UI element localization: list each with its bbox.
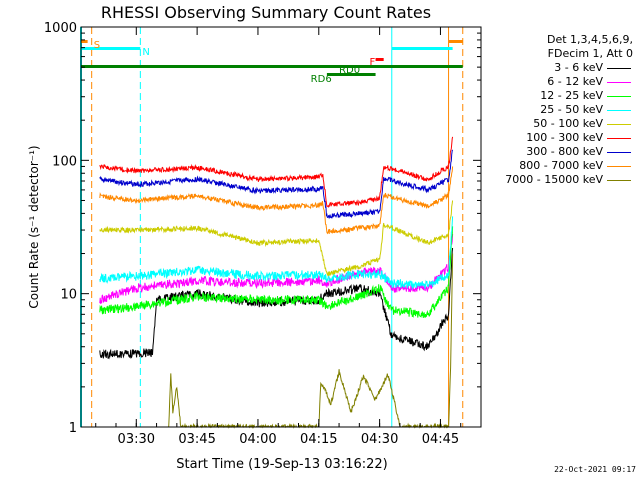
legend-swatch [607, 68, 631, 69]
legend-swatch [607, 180, 631, 181]
plot-frame [80, 26, 482, 428]
legend-swatch [607, 110, 631, 111]
x-tick-label: 03:45 [178, 432, 215, 447]
x-tick-label: 04:15 [300, 432, 337, 447]
legend-item: 25 - 50 keV [481, 103, 633, 117]
y-tick-label: 10 [60, 288, 77, 303]
legend-swatch [607, 166, 631, 167]
flag-bar [326, 73, 376, 76]
flag-label: S [94, 40, 100, 51]
legend-item: 800 - 7000 keV [481, 159, 633, 173]
chart-title: RHESSI Observing Summary Count Rates [101, 3, 431, 22]
y-tick-label: 1 [69, 421, 77, 436]
series-6-12kev [99, 233, 454, 304]
x-tick-label: 03:30 [118, 432, 155, 447]
flag-bar [391, 47, 453, 50]
legend-item: 50 - 100 keV [481, 117, 633, 131]
legend-rows: 3 - 6 keV 6 - 12 keV 12 - 25 keV 25 - 50 ke… [481, 61, 633, 187]
y-axis-label: Count Rate (s⁻¹ detector⁻¹) [27, 145, 41, 308]
y-tick-label: 1000 [44, 21, 77, 36]
series-50-100kev [99, 200, 454, 277]
legend-label: 12 - 25 keV [540, 89, 603, 102]
legend-item: 6 - 12 keV [481, 75, 633, 89]
legend-swatch [607, 152, 631, 153]
x-axis-label: Start Time (19-Sep-13 03:16:22) [176, 457, 387, 472]
flag-bar [81, 65, 463, 68]
legend-item: 3 - 6 keV [481, 61, 633, 75]
legend-label: 6 - 12 keV [547, 75, 603, 88]
x-tick-label: 04:00 [239, 432, 276, 447]
legend-item: 300 - 800 keV [481, 145, 633, 159]
legend-item: 100 - 300 keV [481, 131, 633, 145]
series-100-300kev [99, 136, 454, 208]
legend-swatch [607, 124, 631, 125]
legend-label: 100 - 300 keV [526, 131, 603, 144]
series-300-800kev [99, 149, 454, 220]
flag-label: N [142, 47, 149, 58]
legend-label: 300 - 800 keV [526, 145, 603, 158]
legend: Det 1,3,4,5,6,9, FDecim 1, Att 0 3 - 6 k… [481, 33, 633, 187]
series-800-7000kev [99, 166, 454, 235]
legend-header-2: FDecim 1, Att 0 [547, 47, 633, 60]
x-tick-label: 04:45 [422, 432, 459, 447]
legend-item: 7000 - 15000 keV [481, 173, 633, 187]
series-25-50kev [99, 216, 454, 291]
flag-label: F [369, 57, 375, 68]
series-layer [99, 136, 454, 429]
background-markers: S N RD0 RD6 F [80, 27, 464, 427]
legend-swatch [607, 138, 631, 139]
legend-label: 7000 - 15000 keV [505, 173, 603, 186]
legend-item: 12 - 25 keV [481, 89, 633, 103]
legend-swatch [607, 96, 631, 97]
flag-label: RD0 [339, 65, 360, 76]
flag-bar [448, 40, 463, 43]
legend-swatch [607, 82, 631, 83]
legend-label: 800 - 7000 keV [519, 159, 603, 172]
legend-label: 25 - 50 keV [540, 103, 603, 116]
x-tick-label: 04:30 [361, 432, 398, 447]
legend-label: 3 - 6 keV [554, 61, 603, 74]
legend-header-1: Det 1,3,4,5,6,9, [546, 33, 633, 46]
flag-label: RD6 [311, 74, 332, 85]
flag-bar [81, 47, 141, 50]
series-12-25kev [99, 226, 454, 319]
axes: 03:30 03:45 04:00 04:15 04:30 04:45 1 10 100 1000 [44, 21, 482, 447]
legend-label: 50 - 100 keV [533, 117, 603, 130]
flag-bar [375, 58, 384, 61]
flag-bar [81, 40, 88, 43]
timestamp: 22-Oct-2021 09:17 [554, 465, 636, 474]
y-tick-label: 100 [52, 154, 77, 169]
